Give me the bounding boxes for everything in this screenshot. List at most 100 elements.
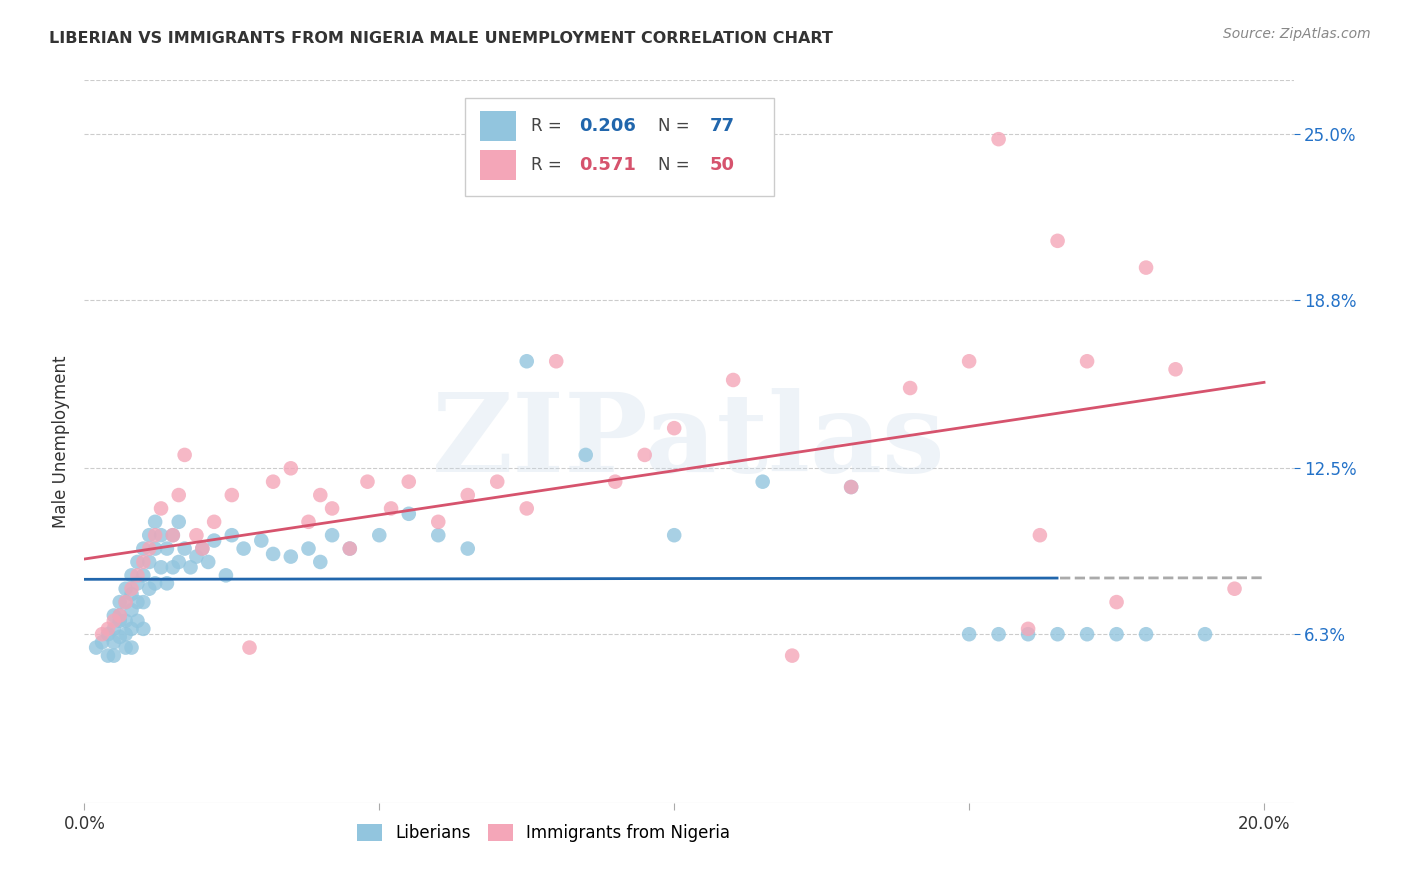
Point: [957, 354, 980, 368]
Text: Source: ZipAtlas.com: Source: ZipAtlas.com: [1223, 27, 1371, 41]
Point: [427, 528, 450, 542]
Point: [262, 475, 284, 489]
Point: [516, 354, 538, 368]
Text: N =: N =: [658, 117, 695, 135]
Point: [839, 480, 862, 494]
Point: [215, 568, 238, 582]
Point: [127, 555, 149, 569]
Point: [751, 475, 773, 489]
Point: [1105, 627, 1128, 641]
Point: [987, 132, 1010, 146]
Point: [197, 555, 219, 569]
Point: [664, 421, 686, 435]
Point: [132, 568, 155, 582]
Point: [186, 549, 208, 564]
Point: [1017, 622, 1039, 636]
Point: [114, 614, 136, 628]
Point: [191, 541, 214, 556]
Point: [280, 461, 302, 475]
Point: [664, 528, 686, 542]
Point: [108, 614, 131, 628]
Point: [634, 448, 657, 462]
Point: [108, 595, 131, 609]
Point: [356, 475, 378, 489]
Point: [84, 640, 107, 655]
Text: 0.206: 0.206: [579, 117, 636, 135]
Point: [398, 507, 420, 521]
Point: [721, 373, 744, 387]
Point: [297, 515, 319, 529]
Point: [156, 541, 179, 556]
Point: [368, 528, 391, 542]
Point: [162, 528, 184, 542]
Y-axis label: Male Unemployment: Male Unemployment: [52, 355, 70, 528]
Point: [309, 555, 332, 569]
Point: [221, 488, 243, 502]
Point: [191, 541, 214, 556]
Point: [121, 582, 143, 596]
Point: [132, 595, 155, 609]
Point: [138, 582, 160, 596]
Point: [262, 547, 284, 561]
Point: [150, 560, 173, 574]
Point: [987, 627, 1010, 641]
Point: [108, 630, 131, 644]
Point: [221, 528, 243, 542]
Point: [121, 603, 143, 617]
Point: [575, 448, 598, 462]
Point: [186, 528, 208, 542]
Point: [1164, 362, 1187, 376]
Point: [138, 528, 160, 542]
Text: R =: R =: [530, 156, 567, 174]
Point: [138, 555, 160, 569]
Point: [398, 475, 420, 489]
Text: 77: 77: [710, 117, 734, 135]
Point: [202, 515, 225, 529]
Point: [957, 627, 980, 641]
Point: [114, 595, 136, 609]
Point: [1135, 260, 1157, 275]
Point: [380, 501, 402, 516]
Point: [121, 640, 143, 655]
Point: [132, 555, 155, 569]
Point: [1105, 595, 1128, 609]
Point: [167, 555, 190, 569]
Text: LIBERIAN VS IMMIGRANTS FROM NIGERIA MALE UNEMPLOYMENT CORRELATION CHART: LIBERIAN VS IMMIGRANTS FROM NIGERIA MALE…: [49, 31, 834, 46]
Point: [121, 568, 143, 582]
Point: [167, 515, 190, 529]
Point: [1223, 582, 1246, 596]
Point: [103, 622, 125, 636]
Point: [309, 488, 332, 502]
Point: [1029, 528, 1052, 542]
Legend: Liberians, Immigrants from Nigeria: Liberians, Immigrants from Nigeria: [350, 817, 737, 848]
Point: [486, 475, 509, 489]
Point: [91, 627, 114, 641]
Point: [103, 648, 125, 663]
Point: [898, 381, 921, 395]
Point: [127, 568, 149, 582]
Point: [138, 541, 160, 556]
Point: [321, 501, 343, 516]
Point: [108, 608, 131, 623]
Point: [143, 541, 166, 556]
FancyBboxPatch shape: [479, 150, 516, 180]
Point: [1135, 627, 1157, 641]
Point: [516, 501, 538, 516]
Point: [250, 533, 273, 548]
Point: [132, 541, 155, 556]
Point: [1076, 354, 1098, 368]
Point: [780, 648, 803, 663]
Point: [156, 576, 179, 591]
Point: [121, 622, 143, 636]
Point: [238, 640, 260, 655]
Point: [457, 541, 479, 556]
Point: [150, 501, 173, 516]
Text: ZIPatlas: ZIPatlas: [432, 388, 946, 495]
Point: [143, 576, 166, 591]
Point: [280, 549, 302, 564]
Point: [427, 515, 450, 529]
Point: [132, 622, 155, 636]
Text: N =: N =: [658, 156, 695, 174]
Point: [202, 533, 225, 548]
Point: [127, 595, 149, 609]
